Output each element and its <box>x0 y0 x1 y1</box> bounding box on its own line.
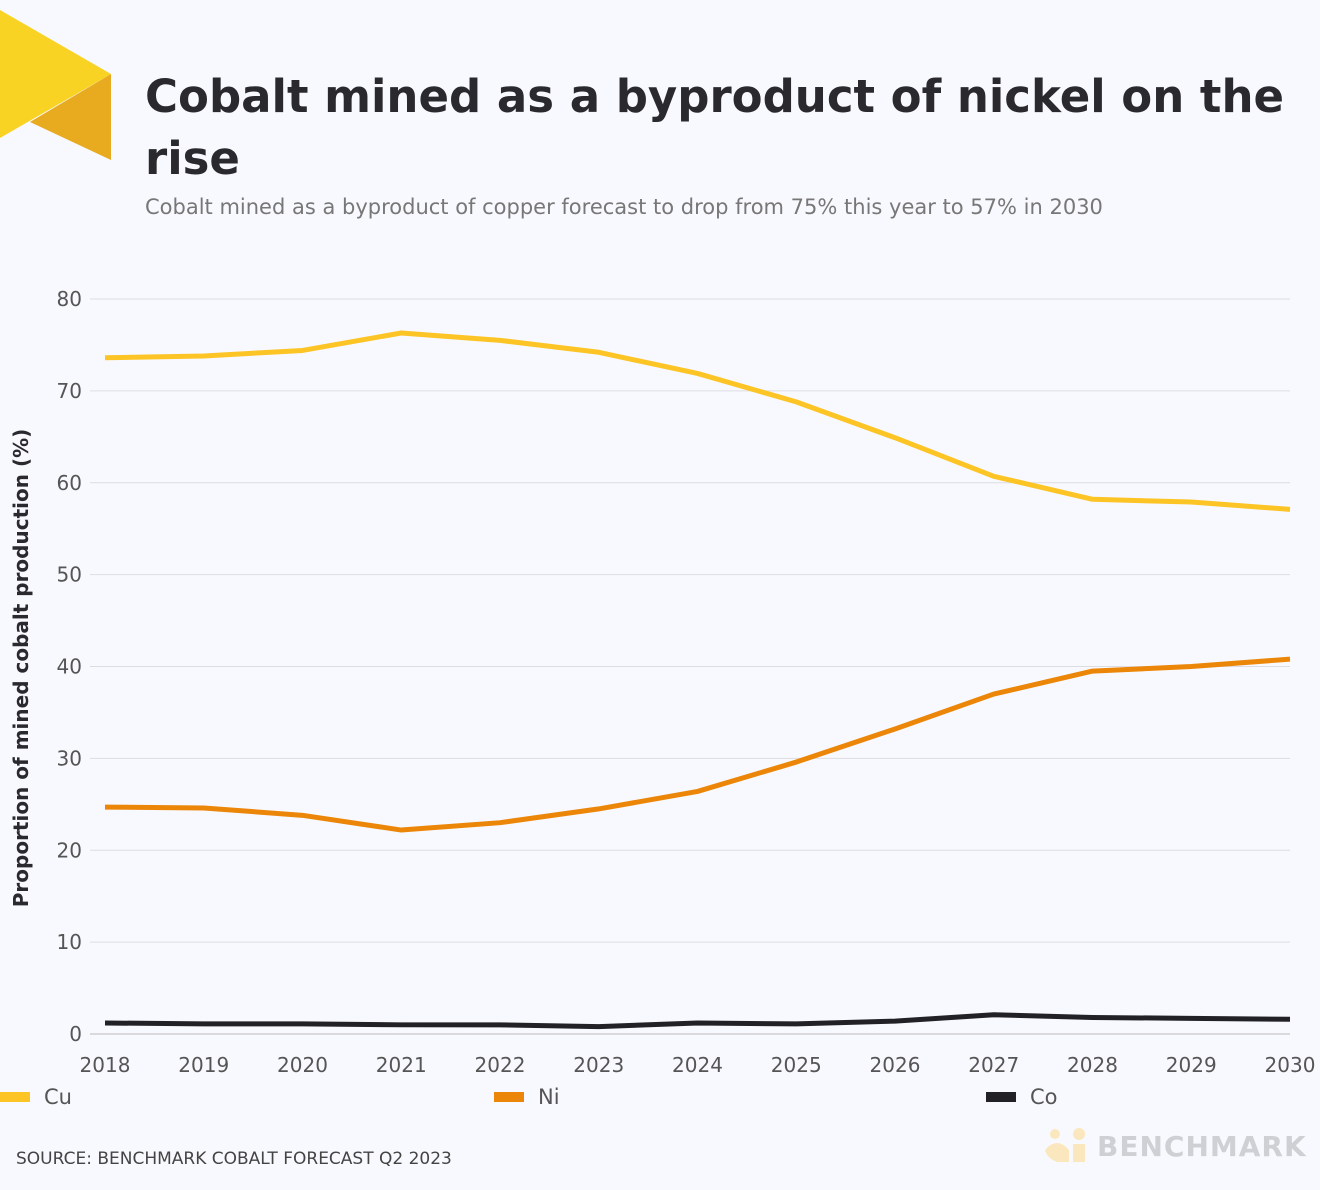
series-line-cu <box>104 330 1291 512</box>
x-tick-label: 2029 <box>1166 1053 1217 1077</box>
legend-swatch <box>0 1092 30 1102</box>
y-tick-label: 0 <box>69 1022 82 1046</box>
x-tick-label: 2021 <box>376 1053 427 1077</box>
x-tick-label: 2028 <box>1067 1053 1118 1077</box>
y-tick-label: 20 <box>57 838 82 862</box>
x-tick-label: 2026 <box>870 1053 921 1077</box>
x-tick-label: 2022 <box>475 1053 526 1077</box>
y-tick-label: 80 <box>57 287 82 311</box>
x-tick-label: 2018 <box>80 1053 131 1077</box>
y-tick-label: 50 <box>57 563 82 587</box>
x-tick-label: 2019 <box>178 1053 229 1077</box>
y-tick-label: 70 <box>57 379 82 403</box>
y-tick-label: 40 <box>57 655 82 679</box>
benchmark-logo-icon <box>1045 1128 1085 1162</box>
legend-swatch <box>494 1092 524 1102</box>
series-line-ni <box>104 656 1291 833</box>
y-axis-label: Proportion of mined cobalt production (%… <box>9 429 33 908</box>
chart-title: Cobalt mined as a byproduct of nickel on… <box>145 70 1284 185</box>
benchmark-logo: BENCHMARK <box>1043 1128 1307 1164</box>
x-tick-label: 2030 <box>1265 1053 1316 1077</box>
x-tick-label: 2027 <box>968 1053 1019 1077</box>
legend-item-cu: Cu <box>0 1085 72 1109</box>
chart-subtitle: Cobalt mined as a byproduct of copper fo… <box>145 195 1103 219</box>
x-tick-label: 2025 <box>771 1053 822 1077</box>
brand-chevron-icon <box>0 10 111 160</box>
x-tick-label: 2023 <box>573 1053 624 1077</box>
legend-label: Co <box>1030 1085 1058 1109</box>
series-line-co <box>104 1012 1291 1030</box>
legend-label: Cu <box>44 1085 72 1109</box>
legend-label: Ni <box>538 1085 560 1109</box>
source-note: SOURCE: BENCHMARK COBALT FORECAST Q2 202… <box>16 1149 452 1169</box>
x-tick-label: 2020 <box>277 1053 328 1077</box>
benchmark-logo-text: BENCHMARK <box>1097 1129 1307 1163</box>
y-tick-label: 30 <box>57 746 82 770</box>
y-tick-label: 60 <box>57 471 82 495</box>
legend-item-ni: Ni <box>494 1085 560 1109</box>
legend-item-co: Co <box>986 1085 1058 1109</box>
x-tick-label: 2024 <box>672 1053 723 1077</box>
legend-swatch <box>986 1092 1016 1102</box>
y-tick-label: 10 <box>57 930 82 954</box>
